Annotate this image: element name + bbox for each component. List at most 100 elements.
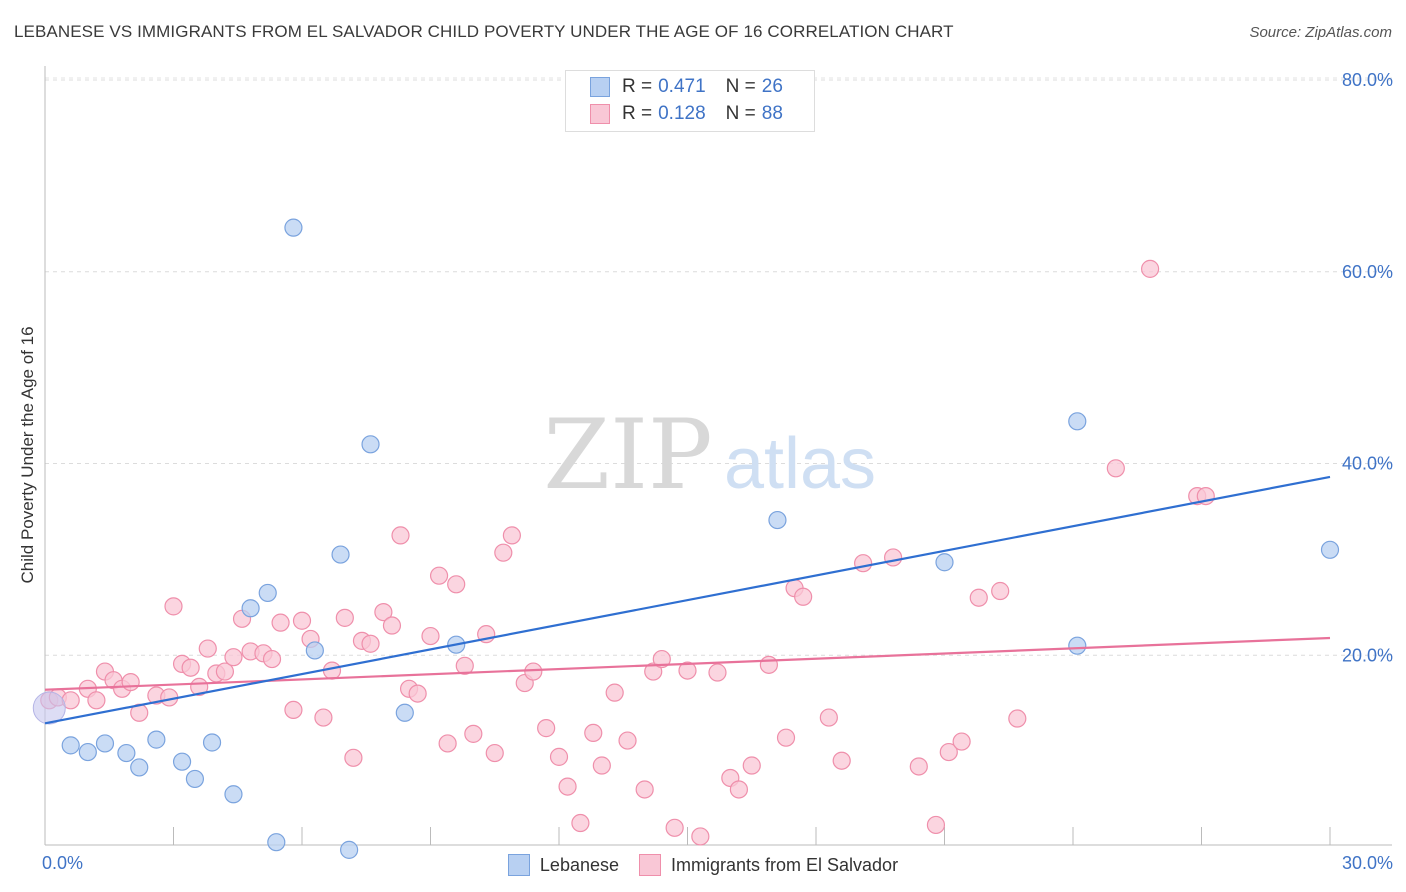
data-point-lebanese bbox=[340, 840, 359, 859]
data-point-immigrants bbox=[224, 648, 243, 667]
legend-n-value: 26 bbox=[761, 76, 783, 97]
data-point-immigrants bbox=[181, 658, 200, 677]
data-point-immigrants bbox=[262, 649, 282, 669]
legend-label-immigrants: Immigrants from El Salvador bbox=[671, 854, 899, 875]
data-point-immigrants bbox=[502, 526, 521, 545]
data-point-lebanese bbox=[284, 218, 303, 237]
legend-r-label: R = bbox=[622, 76, 653, 97]
data-point-immigrants bbox=[883, 548, 903, 567]
data-point-immigrants bbox=[1106, 459, 1125, 478]
grid-lines bbox=[45, 77, 1392, 656]
watermark-atlas: atlas bbox=[724, 424, 876, 504]
data-point-lebanese bbox=[1068, 412, 1087, 431]
data-point-lebanese bbox=[267, 833, 286, 852]
data-point-immigrants bbox=[335, 608, 354, 627]
data-point-immigrants bbox=[759, 655, 778, 674]
data-point-immigrants bbox=[198, 639, 217, 658]
x-tick-label: 30.0% bbox=[1342, 853, 1393, 873]
data-point-immigrants bbox=[447, 575, 466, 594]
legend-n-label: N = bbox=[725, 103, 756, 124]
data-point-immigrants bbox=[729, 780, 749, 799]
data-point-immigrants bbox=[314, 708, 333, 727]
data-point-lebanese-cluster bbox=[32, 691, 66, 725]
trend-lines bbox=[44, 475, 1331, 725]
data-point-immigrants bbox=[794, 587, 813, 606]
series-immigrants-points bbox=[40, 259, 1215, 846]
data-point-immigrants bbox=[322, 661, 342, 680]
data-point-immigrants bbox=[678, 661, 697, 680]
data-point-immigrants bbox=[1008, 709, 1027, 728]
data-point-immigrants bbox=[537, 719, 556, 738]
data-point-immigrants bbox=[87, 691, 106, 710]
axes bbox=[44, 66, 1392, 846]
data-point-lebanese bbox=[1068, 636, 1087, 655]
legend-item-lebanese[interactable]: Lebanese bbox=[507, 854, 619, 876]
legend-label-lebanese: Lebanese bbox=[539, 854, 619, 875]
data-point-immigrants bbox=[558, 777, 577, 796]
data-point-immigrants bbox=[455, 656, 474, 675]
data-point-immigrants bbox=[121, 672, 140, 692]
data-point-lebanese bbox=[95, 734, 115, 753]
data-point-immigrants bbox=[991, 581, 1010, 601]
data-point-immigrants bbox=[374, 603, 393, 622]
data-point-lebanese bbox=[305, 641, 324, 660]
data-point-immigrants bbox=[952, 732, 971, 751]
data-point-immigrants bbox=[1140, 259, 1160, 278]
data-point-lebanese bbox=[147, 730, 166, 749]
watermark: ZIP atlas bbox=[543, 399, 876, 511]
data-point-immigrants bbox=[969, 588, 988, 607]
data-point-immigrants bbox=[421, 626, 440, 646]
data-point-lebanese bbox=[768, 510, 787, 530]
data-point-immigrants bbox=[832, 751, 851, 770]
data-point-lebanese bbox=[935, 553, 954, 572]
y-tick-label: 60.0% bbox=[1342, 262, 1393, 282]
data-point-lebanese bbox=[224, 785, 243, 804]
data-point-immigrants bbox=[429, 566, 449, 585]
source-label: Source: ZipAtlas.com bbox=[1249, 24, 1392, 41]
data-point-immigrants bbox=[665, 818, 684, 837]
y-tick-label: 40.0% bbox=[1342, 454, 1393, 474]
data-point-lebanese bbox=[130, 758, 149, 777]
chart-title: LEBANESE VS IMMIGRANTS FROM EL SALVADOR … bbox=[14, 22, 954, 41]
data-point-lebanese bbox=[331, 545, 350, 564]
data-point-lebanese bbox=[172, 752, 192, 771]
series-legend: Lebanese Immigrants from El Salvador bbox=[0, 852, 1406, 878]
data-point-immigrants bbox=[776, 728, 796, 747]
stats-legend: R = 0.471 N = 26 R = 0.128 N = 88 bbox=[565, 70, 815, 132]
data-point-immigrants bbox=[361, 634, 380, 653]
data-point-immigrants bbox=[635, 780, 654, 799]
data-point-immigrants bbox=[284, 700, 303, 719]
data-point-immigrants bbox=[939, 742, 958, 762]
data-point-immigrants bbox=[494, 543, 513, 562]
data-point-lebanese bbox=[361, 435, 380, 454]
data-point-immigrants bbox=[926, 815, 946, 835]
data-point-immigrants bbox=[391, 526, 410, 545]
data-point-immigrants bbox=[292, 611, 312, 630]
data-point-immigrants bbox=[464, 724, 483, 743]
legend-row-immigrants: R = 0.128 N = 88 bbox=[590, 102, 783, 126]
data-point-immigrants bbox=[605, 683, 624, 702]
data-point-lebanese bbox=[395, 703, 414, 722]
legend-r-value: 0.128 bbox=[658, 103, 706, 124]
x-tick-label: 0.0% bbox=[42, 853, 83, 873]
legend-n-value: 88 bbox=[761, 103, 783, 124]
legend-swatch-immigrants bbox=[639, 854, 661, 876]
legend-r-value: 0.471 bbox=[658, 76, 706, 97]
data-point-immigrants bbox=[909, 757, 928, 776]
data-point-lebanese bbox=[258, 583, 277, 603]
legend-r-label: R = bbox=[622, 103, 653, 124]
data-point-immigrants bbox=[549, 747, 569, 766]
watermark-zip: ZIP bbox=[543, 399, 712, 511]
data-point-immigrants bbox=[854, 554, 873, 573]
data-point-immigrants bbox=[618, 731, 637, 750]
data-point-immigrants bbox=[344, 748, 363, 767]
data-point-lebanese bbox=[241, 599, 260, 618]
y-tick-label: 20.0% bbox=[1342, 645, 1393, 665]
data-point-lebanese bbox=[185, 769, 205, 789]
data-point-immigrants bbox=[485, 743, 504, 763]
legend-item-immigrants[interactable]: Immigrants from El Salvador bbox=[639, 854, 898, 876]
data-point-lebanese bbox=[202, 733, 222, 752]
tick-labels: 20.0% 40.0% 60.0% 80.0% 0.0% 30.0% bbox=[42, 70, 1393, 873]
data-point-immigrants bbox=[164, 597, 183, 616]
